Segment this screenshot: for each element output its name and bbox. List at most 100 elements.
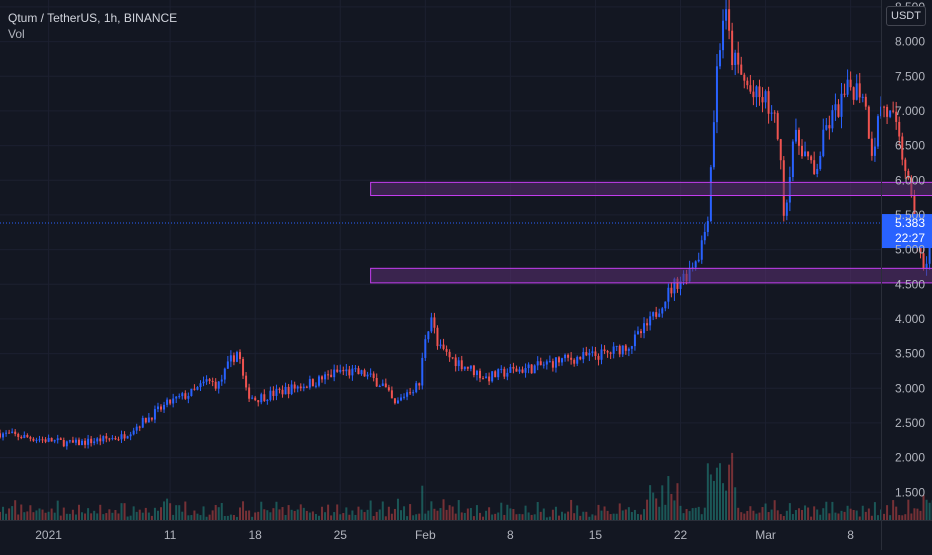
volume-bar xyxy=(865,512,867,520)
candle xyxy=(14,429,16,436)
volume-bar xyxy=(5,514,7,520)
candle xyxy=(825,118,827,131)
candle xyxy=(841,83,843,128)
volume-bar xyxy=(695,508,697,520)
currency-button[interactable]: USDT xyxy=(886,6,926,26)
candle-body xyxy=(351,369,353,376)
candle-body xyxy=(904,160,906,171)
candle xyxy=(470,365,472,371)
candle-body xyxy=(300,387,302,389)
candle xyxy=(713,110,715,169)
candle-body xyxy=(124,434,126,438)
candle xyxy=(324,372,326,385)
candle xyxy=(288,384,290,398)
candle xyxy=(667,284,669,309)
volume-bar xyxy=(370,501,372,520)
volume-bar xyxy=(804,505,806,520)
volume-bar xyxy=(357,507,359,520)
volume-bar xyxy=(151,516,153,520)
candle xyxy=(892,102,894,114)
volume-bar xyxy=(172,515,174,520)
volume-indicator-label[interactable]: Vol xyxy=(8,26,177,42)
candle xyxy=(124,431,126,441)
candle-body xyxy=(813,160,815,174)
candle-body xyxy=(206,379,208,381)
candle xyxy=(771,105,773,121)
candle-body xyxy=(637,331,639,334)
candle-body xyxy=(309,379,311,387)
candle xyxy=(719,43,721,69)
volume-bar xyxy=(692,508,694,520)
candle xyxy=(227,356,229,369)
volume-bar xyxy=(190,515,192,520)
support-zone[interactable] xyxy=(371,268,932,283)
volume-bar xyxy=(42,510,44,520)
candle-body xyxy=(874,146,876,155)
volume-bar xyxy=(831,502,833,520)
candle-body xyxy=(394,398,396,403)
volume-bar xyxy=(522,514,524,520)
volume-bar xyxy=(130,516,132,520)
candle xyxy=(60,437,62,440)
candle-body xyxy=(245,376,247,388)
candle xyxy=(127,436,129,439)
candle-body xyxy=(433,317,435,327)
candle xyxy=(248,384,250,402)
candle xyxy=(497,368,499,380)
volume-bar xyxy=(17,514,19,520)
volume-bar xyxy=(737,508,739,520)
volume-bar xyxy=(418,514,420,520)
volume-bar xyxy=(282,507,284,520)
candle xyxy=(400,394,402,401)
candle xyxy=(157,403,159,412)
volume-bar xyxy=(66,514,68,520)
volume-bar xyxy=(57,501,59,520)
candle-body xyxy=(427,331,429,339)
volume-bar xyxy=(93,511,95,520)
candle xyxy=(476,370,478,381)
volume-bar xyxy=(926,500,928,520)
volume-bar xyxy=(260,502,262,520)
volume-bar xyxy=(309,513,311,520)
volume-bar xyxy=(531,515,533,520)
resistance-zone[interactable] xyxy=(371,182,932,195)
volume-bar xyxy=(242,501,244,520)
candle xyxy=(588,349,590,361)
candle-body xyxy=(172,399,174,404)
y-tick-label: 5.000 xyxy=(895,243,925,257)
candle xyxy=(427,331,429,343)
symbol-title[interactable]: Qtum / TetherUS, 1h, BINANCE xyxy=(8,10,177,26)
candle xyxy=(376,373,378,387)
candle xyxy=(169,399,171,405)
candle xyxy=(871,132,873,161)
candle-body xyxy=(75,440,77,443)
candle-body xyxy=(388,387,390,390)
candle-body xyxy=(552,361,554,367)
volume-bar xyxy=(206,517,208,520)
candle-body xyxy=(321,376,323,379)
candle-body xyxy=(862,97,864,98)
candle xyxy=(874,138,876,162)
candle-body xyxy=(254,398,256,400)
candle-body xyxy=(90,439,92,443)
zone-layer[interactable] xyxy=(371,182,932,283)
volume-bar xyxy=(45,513,47,520)
candle xyxy=(357,366,359,375)
candle xyxy=(610,352,612,359)
volume-bar xyxy=(142,513,144,520)
candle xyxy=(780,139,782,170)
candle-body xyxy=(181,393,183,396)
volume-bar xyxy=(193,511,195,520)
candle xyxy=(582,348,584,363)
volume-bar xyxy=(291,510,293,520)
y-tick-label: 5.500 xyxy=(895,208,925,222)
candle-body xyxy=(184,393,186,399)
candle xyxy=(78,438,80,446)
candle-body xyxy=(619,346,621,354)
volume-bar xyxy=(601,511,603,520)
candle xyxy=(601,344,603,364)
volume-bar xyxy=(427,511,429,520)
candle-body xyxy=(96,438,98,441)
